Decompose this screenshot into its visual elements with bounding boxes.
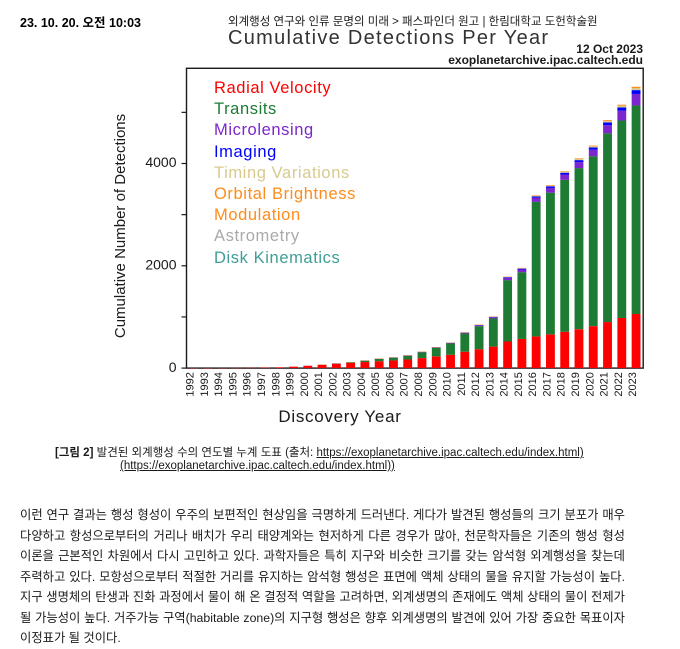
svg-text:Cumulative Number of Detection: Cumulative Number of Detections [112, 114, 129, 338]
